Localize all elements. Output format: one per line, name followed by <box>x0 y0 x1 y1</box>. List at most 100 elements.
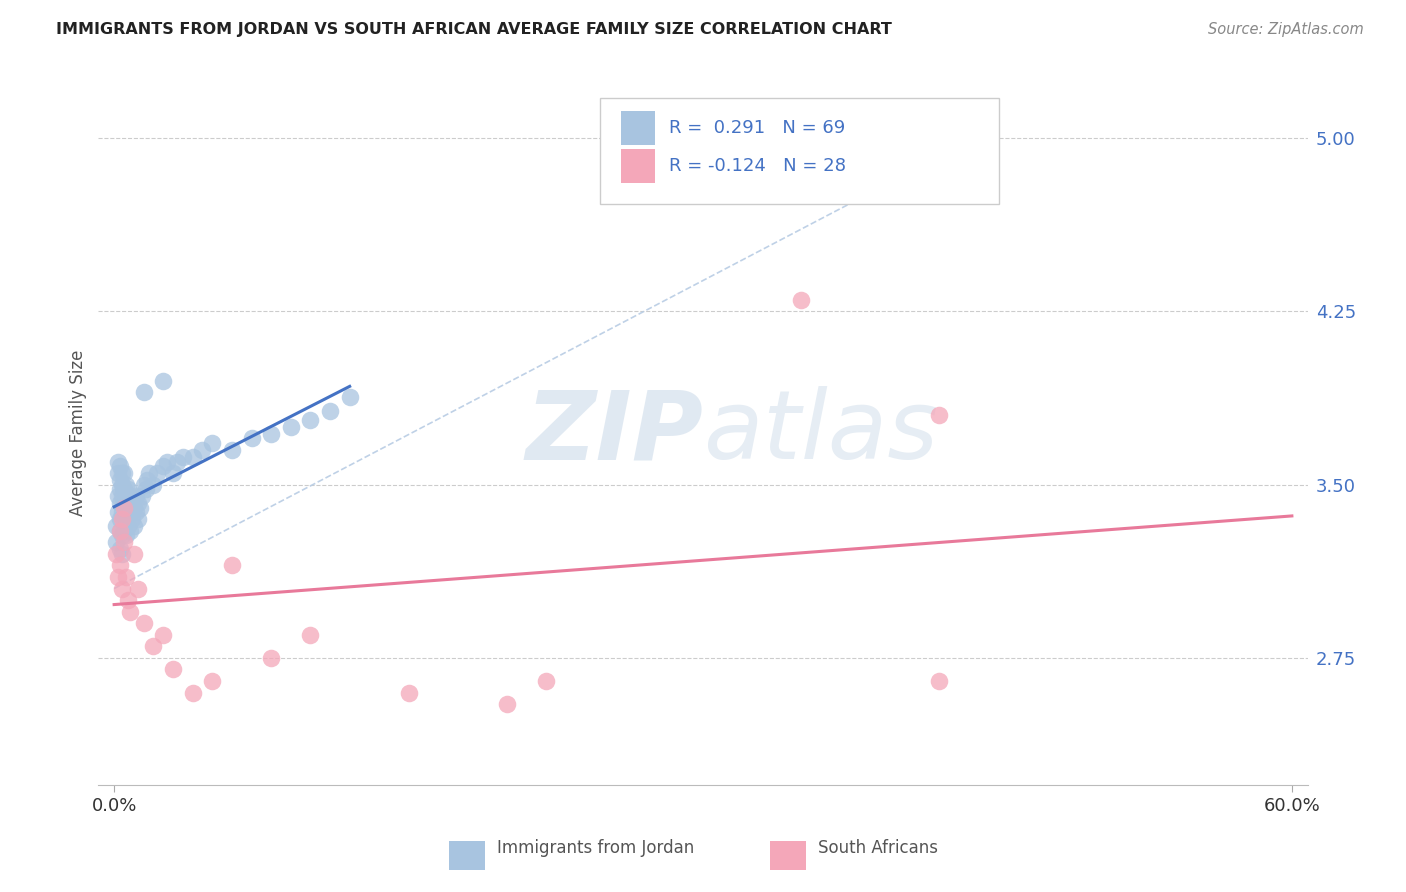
Point <box>128 500 150 515</box>
Point <box>111 477 134 491</box>
Point <box>115 477 138 491</box>
Point <box>118 489 141 503</box>
Point <box>260 426 283 441</box>
Point <box>111 582 134 596</box>
Point <box>127 512 149 526</box>
Point <box>495 697 517 711</box>
Point <box>121 496 143 510</box>
Point <box>105 547 128 561</box>
Point <box>928 673 950 688</box>
Point <box>108 482 131 496</box>
Point <box>132 477 155 491</box>
Point <box>108 524 131 538</box>
Point <box>201 436 224 450</box>
Point <box>112 524 135 538</box>
Point <box>118 605 141 619</box>
Point <box>260 651 283 665</box>
Point <box>790 293 813 307</box>
Point <box>112 482 135 496</box>
Point <box>111 528 134 542</box>
Point <box>112 500 135 515</box>
Text: atlas: atlas <box>703 386 938 479</box>
Point <box>115 570 138 584</box>
Point <box>928 409 950 423</box>
Point <box>127 582 149 596</box>
Point <box>122 547 145 561</box>
Y-axis label: Average Family Size: Average Family Size <box>69 350 87 516</box>
Point <box>117 519 139 533</box>
Point <box>299 628 322 642</box>
Point <box>117 496 139 510</box>
Point <box>221 442 243 457</box>
Point <box>112 535 135 549</box>
Point <box>156 454 179 468</box>
Point <box>135 482 157 496</box>
Point <box>115 512 138 526</box>
Point <box>172 450 194 464</box>
Point <box>181 685 204 699</box>
Point <box>299 413 322 427</box>
Point <box>142 477 165 491</box>
Point <box>111 512 134 526</box>
Point <box>240 431 263 445</box>
Point <box>125 505 148 519</box>
Point <box>201 673 224 688</box>
Point <box>125 489 148 503</box>
Text: R =  0.291   N = 69: R = 0.291 N = 69 <box>669 120 845 137</box>
Point <box>108 542 131 557</box>
Point <box>105 535 128 549</box>
Point <box>138 466 160 480</box>
Point <box>111 466 134 480</box>
Text: Source: ZipAtlas.com: Source: ZipAtlas.com <box>1208 22 1364 37</box>
Point <box>117 505 139 519</box>
Point <box>127 496 149 510</box>
Text: IMMIGRANTS FROM JORDAN VS SOUTH AFRICAN AVERAGE FAMILY SIZE CORRELATION CHART: IMMIGRANTS FROM JORDAN VS SOUTH AFRICAN … <box>56 22 893 37</box>
Point <box>112 496 135 510</box>
Point <box>136 473 159 487</box>
Point <box>122 519 145 533</box>
Point <box>107 466 129 480</box>
Point <box>108 473 131 487</box>
Point <box>131 489 153 503</box>
Point <box>117 593 139 607</box>
Point <box>280 420 302 434</box>
Bar <box>449 841 485 870</box>
Point <box>122 500 145 515</box>
Bar <box>621 112 655 145</box>
Point <box>166 454 188 468</box>
Point <box>108 496 131 510</box>
Point <box>534 673 557 688</box>
Point <box>111 505 134 519</box>
Bar <box>769 841 806 870</box>
Point <box>146 466 169 480</box>
Point <box>107 505 129 519</box>
Point <box>107 570 129 584</box>
Point <box>111 489 134 503</box>
Point <box>162 662 184 676</box>
FancyBboxPatch shape <box>600 98 1000 203</box>
Text: South Africans: South Africans <box>818 839 938 857</box>
Point <box>118 524 141 538</box>
Point <box>191 442 214 457</box>
Point <box>162 466 184 480</box>
Point <box>319 403 342 417</box>
Point <box>108 512 131 526</box>
Point <box>112 466 135 480</box>
Point <box>132 616 155 631</box>
Point <box>132 385 155 400</box>
Point <box>152 459 174 474</box>
Point <box>112 512 135 526</box>
Point <box>108 459 131 474</box>
Point <box>181 450 204 464</box>
Text: Immigrants from Jordan: Immigrants from Jordan <box>498 839 695 857</box>
Point <box>339 390 361 404</box>
Point <box>221 558 243 573</box>
Point <box>108 558 131 573</box>
Text: R = -0.124   N = 28: R = -0.124 N = 28 <box>669 157 846 175</box>
Text: ZIP: ZIP <box>524 386 703 479</box>
Point <box>398 685 420 699</box>
Point <box>115 528 138 542</box>
Point <box>108 524 131 538</box>
Point <box>115 489 138 503</box>
Point <box>111 547 134 561</box>
